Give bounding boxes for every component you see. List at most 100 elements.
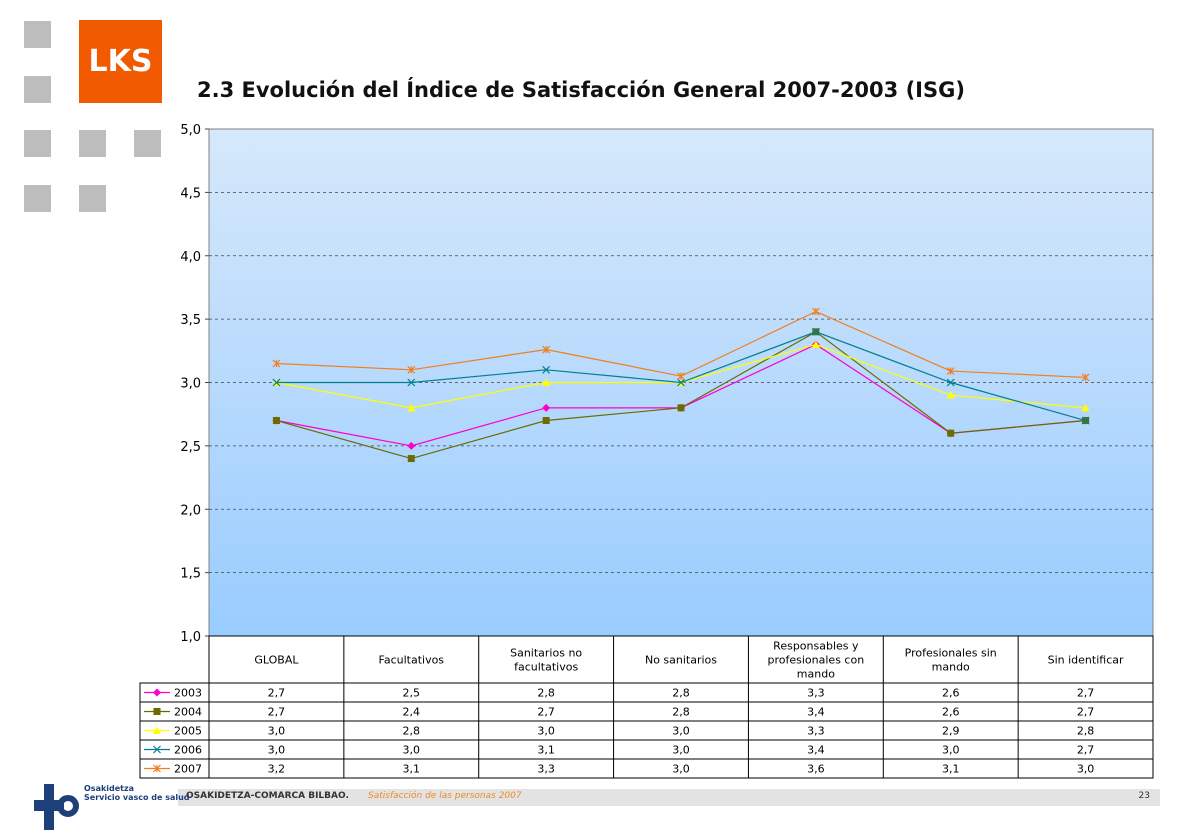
osakidetza-logo-icon: [34, 784, 79, 830]
category-label-line: Sanitarios no: [510, 647, 582, 660]
data-point-2004: [677, 404, 685, 412]
data-point-2005: [407, 403, 416, 412]
legend-key-marker: [153, 726, 161, 734]
data-point-2004: [407, 455, 415, 463]
marker-stroke: [407, 378, 416, 387]
data-label: 2,4: [403, 706, 421, 719]
data-point-2007: [811, 307, 820, 316]
y-tick-label: 1,0: [180, 630, 201, 645]
category-label: No sanitarios: [645, 654, 717, 667]
y-tick-label: 2,0: [180, 503, 201, 518]
category-label: Sanitarios no facultativos: [510, 647, 582, 674]
data-label: 3,4: [807, 744, 825, 757]
category-label: Sin identificar: [1048, 654, 1124, 667]
data-point-2007: [272, 359, 281, 368]
footer-bar: OSAKIDETZA-COMARCA BILBAO. Satisfacción …: [178, 789, 1160, 806]
decorative-square: [24, 21, 51, 48]
data-label: 2,7: [1077, 706, 1095, 719]
data-point-2003: [542, 403, 551, 412]
data-point-2006: [677, 378, 685, 387]
osakidetza-wordmark: Osakidetza Servicio vasco de salud: [84, 784, 190, 802]
data-point-2004: [947, 429, 955, 437]
legend-label: 2006: [174, 744, 202, 757]
data-point-2007: [946, 367, 955, 376]
data-point-2006: [946, 378, 955, 387]
data-label: 3,2: [268, 763, 286, 776]
y-tick-label: 4,0: [180, 250, 201, 265]
data-label: 3,4: [807, 706, 825, 719]
category-label: GLOBAL: [254, 654, 299, 667]
data-point-2006: [272, 378, 281, 387]
data-label: 3,3: [537, 763, 555, 776]
footer-subtitle: Satisfacción de las personas 2007: [368, 791, 522, 801]
data-label: 2,8: [672, 706, 690, 719]
legend-key-marker: [153, 745, 161, 754]
data-label: 3,0: [268, 744, 286, 757]
marker-stroke: [946, 378, 955, 387]
y-tick-label: 1,5: [180, 567, 201, 582]
decorative-square: [24, 76, 51, 103]
decorative-square: [79, 130, 106, 157]
data-label: 2,7: [268, 687, 286, 700]
data-point-2005: [542, 378, 551, 386]
y-tick-label: 3,0: [180, 377, 201, 392]
y-tick-label: 2,5: [180, 440, 201, 455]
data-label: 3,0: [672, 744, 690, 757]
data-label: 3,3: [807, 725, 825, 738]
decorative-square: [24, 185, 51, 212]
legend-key-marker: [153, 688, 161, 697]
footer-org: OSAKIDETZA-COMARCA BILBAO.: [186, 791, 349, 801]
marker-stroke: [153, 745, 161, 754]
data-label: 3,0: [672, 725, 690, 738]
category-label-line: GLOBAL: [254, 654, 299, 667]
data-label: 2,8: [672, 687, 690, 700]
marker-stroke: [677, 378, 685, 387]
data-point-2003: [407, 441, 416, 450]
osakidetza-line1: Osakidetza: [84, 784, 135, 793]
data-label: 3,0: [1077, 763, 1095, 776]
category-label-line: Sin identificar: [1048, 654, 1124, 667]
data-point-2006: [811, 327, 820, 336]
decorative-square: [79, 185, 106, 212]
data-point-2005: [946, 391, 955, 399]
data-label: 2,7: [537, 706, 555, 719]
category-label-line: No sanitarios: [645, 654, 717, 667]
osakidetza-line2: Servicio vasco de salud: [84, 793, 190, 802]
data-point-2004: [272, 417, 280, 425]
marker-stroke: [811, 327, 820, 336]
decorative-square: [24, 130, 51, 157]
data-point-2007: [542, 345, 551, 354]
data-point-2006: [542, 365, 551, 374]
legend-label: 2004: [174, 706, 202, 719]
y-tick-label: 5,0: [180, 123, 201, 138]
page-title: 2.3 Evolución del Índice de Satisfacción…: [197, 78, 965, 102]
table-body: [139, 682, 1154, 779]
data-label: 2,7: [268, 706, 286, 719]
legend-key-marker: [153, 708, 161, 715]
category-label-line: Responsables y: [773, 640, 859, 653]
table-header-row: [208, 635, 1154, 684]
page-number: 23: [1138, 791, 1150, 801]
data-label: 3,0: [268, 725, 286, 738]
data-label: 3,1: [942, 763, 960, 776]
data-point-2007: [677, 372, 685, 381]
category-label-line: Profesionales sin: [905, 647, 997, 660]
data-point-2007: [407, 365, 416, 374]
data-point-2007: [1081, 373, 1090, 382]
data-point-2006: [1081, 416, 1090, 425]
data-label: 3,1: [537, 744, 555, 757]
category-label-line: mando: [932, 661, 970, 674]
legend-label: 2005: [174, 725, 202, 738]
decorative-square: [134, 130, 161, 157]
data-label: 2,8: [537, 687, 555, 700]
data-label: 2,7: [1077, 744, 1095, 757]
data-label: 3,0: [403, 744, 421, 757]
category-label: Profesionales sin mando: [905, 647, 997, 674]
legend-label: 2007: [174, 763, 202, 776]
data-label: 2,8: [1077, 725, 1095, 738]
y-tick-label: 3,5: [180, 313, 201, 328]
data-label: 2,6: [942, 706, 960, 719]
data-point-2005: [811, 340, 820, 348]
category-label: Responsables y profesionales con mando: [768, 640, 865, 681]
category-label: Facultativos: [379, 654, 445, 667]
